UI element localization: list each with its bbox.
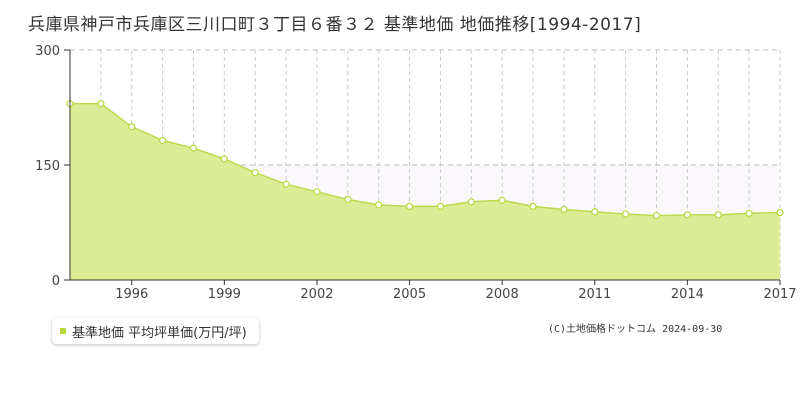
legend-label: 基準地価 平均坪単価(万円/坪) xyxy=(72,325,247,341)
data-point xyxy=(591,208,599,216)
series-line xyxy=(70,102,781,217)
x-tick-label: 1999 xyxy=(208,287,241,302)
plot-background-upper xyxy=(70,50,780,165)
data-point xyxy=(189,144,198,152)
chart-title: 兵庫県神戸市兵庫区三川口町３丁目６番３２ 基準地価 地価推移[1994-2017… xyxy=(28,15,642,35)
data-point xyxy=(467,198,475,206)
x-tick-label: 2011 xyxy=(578,287,611,302)
data-point xyxy=(714,211,722,219)
data-point xyxy=(344,195,352,204)
data-point xyxy=(220,155,228,163)
legend-swatch xyxy=(60,328,66,334)
credit-text: (C)土地価格ドットコム 2024-09-30 xyxy=(548,324,723,335)
data-point xyxy=(313,188,321,196)
data-point xyxy=(683,211,691,219)
x-tick-label: 2017 xyxy=(763,287,796,302)
area-fill xyxy=(70,103,780,281)
y-tick-label: 0 xyxy=(52,274,60,289)
data-point xyxy=(622,210,630,218)
x-tick-label: 2008 xyxy=(486,287,519,302)
data-point xyxy=(128,123,136,131)
x-tick-label: 2005 xyxy=(393,287,426,302)
data-point xyxy=(652,212,661,220)
data-point xyxy=(436,202,445,210)
data-point xyxy=(159,136,167,145)
x-tick-label: 1996 xyxy=(115,287,148,302)
data-point xyxy=(97,100,105,108)
data-point xyxy=(776,208,784,217)
data-point xyxy=(529,202,537,210)
y-tick-label: 300 xyxy=(35,44,60,59)
data-point xyxy=(498,196,506,204)
data-point xyxy=(282,180,290,188)
data-point xyxy=(560,205,568,214)
legend: 基準地価 平均坪単価(万円/坪) xyxy=(52,318,259,344)
data-point xyxy=(405,202,414,210)
data-point xyxy=(375,201,383,209)
x-tick-label: 2002 xyxy=(300,287,333,302)
data-point xyxy=(745,209,753,217)
data-point xyxy=(251,169,259,177)
y-tick-label: 150 xyxy=(35,159,60,174)
x-tick-label: 2014 xyxy=(671,287,704,302)
